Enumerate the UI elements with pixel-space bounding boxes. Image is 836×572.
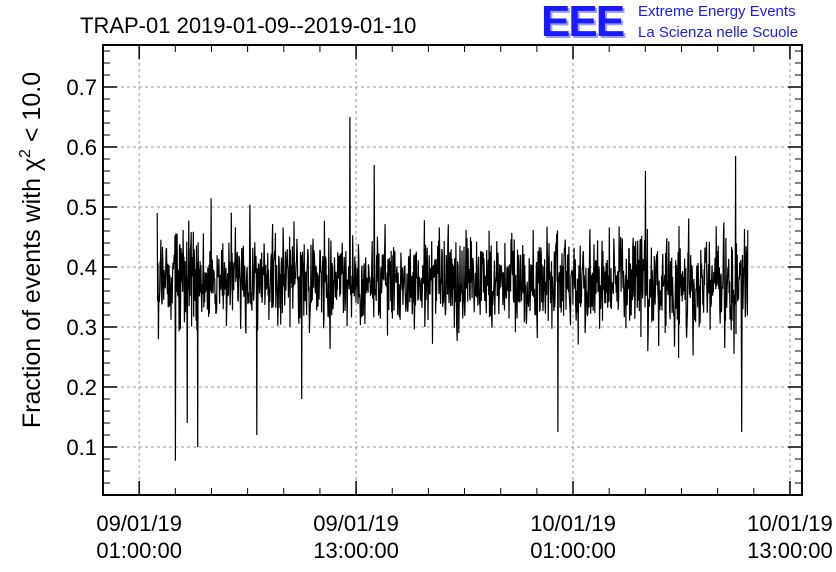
y-axis-label-chi: χ [18, 158, 46, 171]
x-tick-labels: 09/01/1901:00:0009/01/1913:00:0010/01/19… [96, 511, 832, 563]
series-path [156, 116, 749, 461]
y-axis-label-sup: 2 [17, 149, 34, 158]
y-tick-label: 0.1 [66, 435, 97, 460]
y-tick-label: 0.4 [66, 255, 97, 280]
x-tick-label-time: 13:00:00 [747, 538, 833, 563]
axis-ticks [102, 45, 802, 496]
logo-line-2: La Scienza nelle Scuole [638, 24, 799, 41]
y-tick-label: 0.2 [66, 375, 97, 400]
x-tick-label-time: 01:00:00 [530, 538, 616, 563]
x-tick-label-date: 10/01/19 [530, 511, 616, 536]
y-tick-label: 0.3 [66, 315, 97, 340]
chart-title: TRAP-01 2019-01-09--2019-01-10 [80, 13, 416, 38]
logo-line-1: Extreme Energy Events [638, 3, 796, 20]
y-tick-label: 0.7 [66, 75, 97, 100]
y-axis-label-suffix: < 10.0 [18, 72, 46, 149]
y-tick-labels: 0.1 0.2 0.3 0.4 0.5 0.6 0.7 [66, 75, 97, 460]
eee-logo: EEE [541, 0, 625, 46]
series-line [156, 116, 749, 461]
y-tick-label: 0.5 [66, 195, 97, 220]
x-tick-label-date: 10/01/19 [747, 511, 833, 536]
y-axis-label: Fraction of events with χ2 < 10.0 [17, 72, 46, 428]
y-tick-label: 0.6 [66, 135, 97, 160]
x-tick-label-time: 13:00:00 [313, 538, 399, 563]
x-tick-label-time: 01:00:00 [96, 538, 182, 563]
x-tick-label-date: 09/01/19 [96, 511, 182, 536]
y-axis-label-prefix: Fraction of events with [18, 171, 46, 428]
x-tick-label-date: 09/01/19 [313, 511, 399, 536]
plot-frame [102, 44, 803, 496]
